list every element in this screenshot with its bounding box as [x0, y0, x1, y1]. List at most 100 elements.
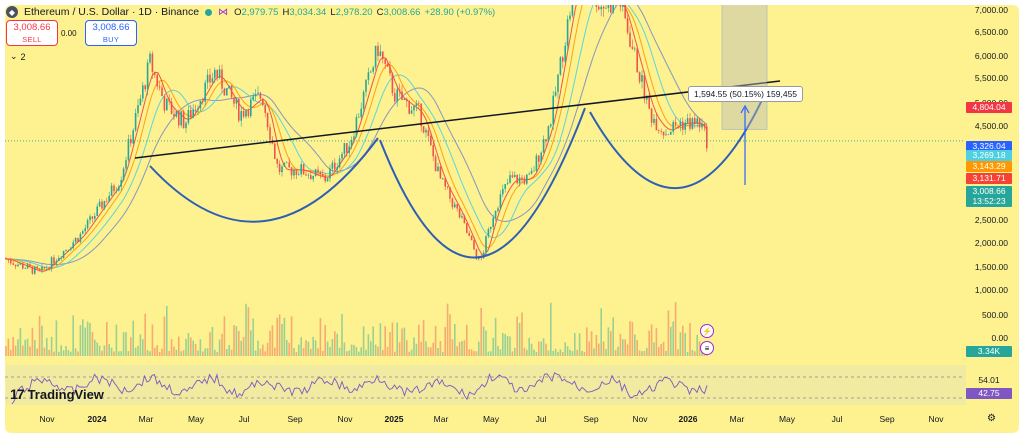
buy-button[interactable]: 3,008.66 BUY — [85, 20, 137, 46]
candle-body — [336, 167, 338, 170]
volume-bar — [497, 345, 499, 356]
candle-body — [276, 158, 278, 164]
volume-bar — [146, 349, 149, 356]
candle-body — [286, 162, 288, 164]
candle-body — [331, 162, 334, 169]
lightning-icon[interactable]: ⚡ — [700, 324, 714, 338]
candle-body — [298, 174, 300, 176]
candle-body — [204, 82, 206, 102]
candle-body — [125, 160, 127, 169]
settings-icon[interactable]: ⚙ — [987, 413, 996, 424]
candle-body — [302, 164, 305, 175]
volume-bar — [278, 314, 281, 356]
volume-bar — [151, 324, 154, 356]
volume-bar — [257, 340, 259, 356]
candle-body — [269, 127, 271, 140]
volume-bar — [686, 351, 689, 356]
volume-bar — [370, 341, 372, 356]
volume-bar — [26, 338, 29, 356]
candle-body — [103, 200, 106, 209]
candle-body — [120, 180, 122, 187]
ohlc-item: C3,008.66 — [377, 7, 421, 18]
symbol-title[interactable]: Ethereum / U.S. Dollar · 1D · Binance — [24, 6, 200, 18]
candle-body — [221, 69, 223, 89]
volume-bar — [367, 334, 370, 356]
connect-icon[interactable]: ⋈ — [218, 6, 229, 18]
price-tick-label: 4,500.00 — [974, 121, 1008, 131]
volume-bar — [377, 346, 379, 356]
candle-body — [619, 5, 622, 7]
candle-body — [425, 129, 427, 133]
candle-body — [144, 85, 146, 90]
volume-bar — [626, 344, 629, 356]
volume-bar — [605, 349, 607, 356]
volume-bar — [98, 345, 101, 356]
volume-bar — [432, 342, 434, 356]
volume-bar — [84, 327, 86, 356]
candle-body — [10, 260, 12, 264]
volume-bar — [238, 330, 240, 356]
volume-bar — [576, 349, 578, 356]
candle-body — [106, 200, 108, 202]
volume-bar — [252, 318, 254, 356]
candle-body — [485, 236, 487, 253]
volume-bar — [547, 350, 550, 356]
candle-body — [504, 184, 506, 189]
candle-body — [667, 134, 670, 136]
price-chart[interactable] — [5, 5, 1019, 433]
volume-bar — [187, 333, 190, 356]
candle-body — [317, 169, 319, 173]
volume-bar — [528, 337, 530, 356]
candle-body — [682, 121, 684, 130]
volume-bar — [425, 341, 427, 356]
candle-body — [274, 143, 276, 159]
candle-body — [245, 110, 247, 117]
volume-bar — [22, 345, 24, 356]
volume-bar — [324, 324, 326, 356]
candle-body — [542, 139, 545, 153]
candle-body — [310, 175, 312, 180]
volume-bar — [389, 332, 391, 356]
volume-bar — [696, 334, 698, 356]
volume-bar — [343, 342, 346, 356]
volume-bar — [461, 341, 463, 356]
price-tag: 3,131.71 — [966, 173, 1012, 184]
candle-body — [50, 257, 53, 269]
volume-bar — [439, 341, 442, 356]
volume-bar — [593, 348, 595, 356]
volume-bar — [192, 340, 194, 356]
volume-bar — [101, 350, 103, 356]
candle-body — [346, 143, 348, 153]
candle-body — [427, 129, 430, 136]
time-tick-label: 2026 — [678, 414, 698, 424]
candle-body — [499, 194, 502, 209]
tradingview-logo[interactable]: 17 TradingView — [10, 386, 104, 402]
candle-body — [562, 57, 564, 62]
candle-body — [170, 101, 173, 115]
sell-button[interactable]: 3,008.66 SELL — [6, 20, 58, 46]
candle-body — [182, 111, 185, 129]
candle-body — [156, 74, 158, 87]
volume-bar — [422, 320, 425, 356]
candle-body — [341, 153, 343, 159]
volume-bar — [38, 315, 41, 356]
candle-body — [679, 121, 682, 127]
candle-body — [559, 57, 562, 75]
candle-body — [528, 173, 530, 175]
indicators-toggle[interactable]: ⌄ 2 — [10, 51, 26, 62]
candle-body — [367, 72, 370, 80]
chart-panel[interactable] — [5, 5, 1019, 433]
candle-body — [226, 88, 228, 96]
volume-bar — [386, 346, 389, 356]
candle-body — [130, 139, 132, 144]
volume-bar — [156, 345, 158, 356]
volume-bar — [401, 328, 403, 356]
flag-icon[interactable]: ≡ — [700, 341, 714, 355]
candle-body — [401, 91, 403, 100]
candle-body — [379, 51, 382, 56]
symbol-header[interactable]: ◆ Ethereum / U.S. Dollar · 1D · Binance … — [6, 4, 495, 20]
candle-body — [394, 93, 396, 102]
volume-bar — [242, 337, 245, 356]
volume-bar — [463, 340, 466, 356]
candle-body — [398, 89, 401, 92]
